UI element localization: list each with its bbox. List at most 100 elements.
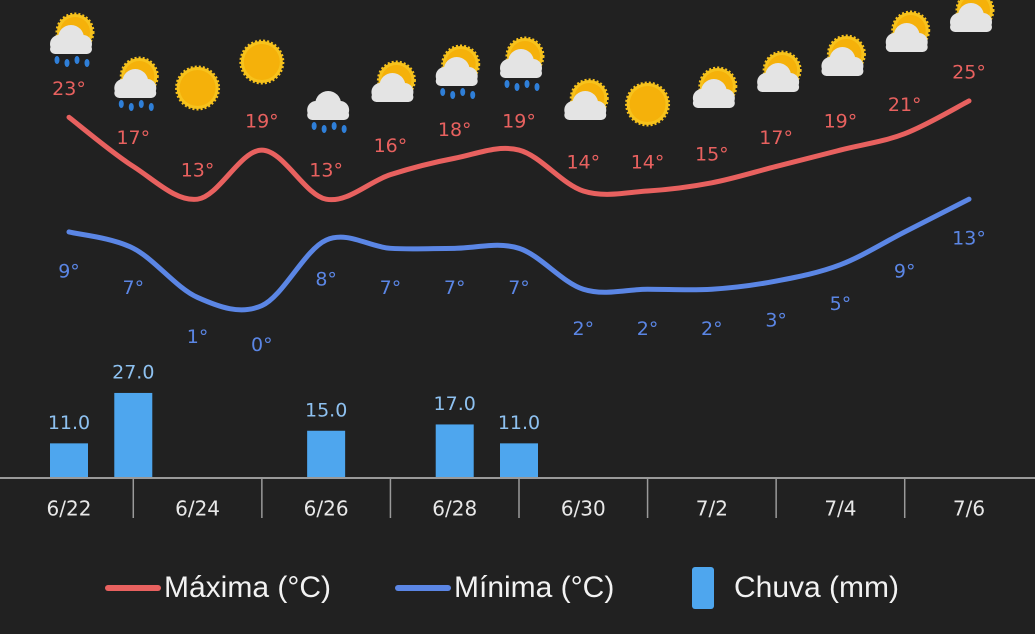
rain-drop xyxy=(440,88,446,96)
weather-icon xyxy=(821,34,866,76)
rain-drop xyxy=(331,122,337,130)
temperature-label: 23° xyxy=(52,78,86,100)
rain-drop xyxy=(341,125,347,133)
weather-icon xyxy=(175,65,221,111)
cloud-part xyxy=(885,42,928,52)
rain-drop xyxy=(534,83,540,91)
rain-drop xyxy=(460,88,466,96)
sun xyxy=(179,70,216,106)
temperature-label: 19° xyxy=(824,111,858,133)
x-tick-label: 7/6 xyxy=(953,497,985,521)
temperature-label: 7° xyxy=(122,277,144,299)
weather-icon xyxy=(50,12,95,67)
rain-label: 11.0 xyxy=(48,412,90,434)
cloud-part xyxy=(500,68,542,78)
rain-label: 17.0 xyxy=(434,393,476,415)
temperature-line xyxy=(66,98,972,203)
temperature-label: 9° xyxy=(58,260,80,282)
weather-icon xyxy=(757,50,802,92)
rain-drop xyxy=(514,83,520,91)
rain-drop xyxy=(450,91,456,99)
x-tick-label: 7/4 xyxy=(824,497,856,521)
x-tick-label: 7/2 xyxy=(696,497,728,521)
temperature-label: 18° xyxy=(438,119,472,141)
rain-drop xyxy=(74,56,80,64)
temperature-label: 2° xyxy=(637,318,659,340)
rain-drop xyxy=(54,56,60,64)
rain-drop xyxy=(504,80,510,88)
temperature-label: 3° xyxy=(765,310,787,332)
temperature-label: 7° xyxy=(380,277,402,299)
x-tick-label: 6/28 xyxy=(432,497,477,521)
weather-icon xyxy=(564,78,609,120)
temperature-label: 2° xyxy=(572,318,594,340)
x-tick-label: 6/24 xyxy=(175,497,220,521)
weather-icon xyxy=(307,91,350,133)
weather-icon xyxy=(239,39,285,85)
temperature-label: 9° xyxy=(894,260,916,282)
rain-bar xyxy=(307,430,346,478)
x-tick-label: 6/30 xyxy=(561,497,606,521)
temperature-label: 13° xyxy=(181,160,215,182)
temperature-label: 13° xyxy=(309,160,343,182)
weather-icon xyxy=(435,44,481,99)
temperature-line xyxy=(66,196,972,313)
rain-label: 27.0 xyxy=(112,361,154,383)
cloud-part xyxy=(435,76,478,86)
cloud-part xyxy=(307,110,350,120)
temperature-label: 19° xyxy=(502,111,536,133)
rain-drop xyxy=(311,122,317,130)
temperature-label: 0° xyxy=(251,334,273,356)
temperature-label: 13° xyxy=(952,228,986,250)
legend-label: Mínima (°C) xyxy=(454,571,614,604)
x-tick-label: 6/26 xyxy=(304,497,349,521)
rain-bar xyxy=(114,392,153,478)
temperature-label: 8° xyxy=(315,269,337,291)
rain-label: 11.0 xyxy=(498,412,540,434)
weather-icon xyxy=(371,60,416,102)
temperature-label: 19° xyxy=(245,111,279,133)
rain-drop xyxy=(128,103,134,111)
weather-icon xyxy=(885,10,931,52)
temperature-label: 1° xyxy=(187,326,209,348)
temperature-label: 17° xyxy=(116,127,150,149)
rain-drop xyxy=(524,80,530,88)
rain-bar xyxy=(500,443,538,478)
temperature-label: 17° xyxy=(759,127,793,149)
temperature-label: 15° xyxy=(695,143,729,165)
rain-drop xyxy=(118,100,124,108)
legend-swatch xyxy=(692,567,714,609)
temperature-label: 16° xyxy=(374,135,408,157)
sun xyxy=(243,44,280,80)
cloud-part xyxy=(114,88,157,98)
legend-label: Chuva (mm) xyxy=(734,571,899,604)
temperature-label: 2° xyxy=(701,318,723,340)
weather-icon xyxy=(950,0,995,32)
rain-bar xyxy=(50,443,88,478)
rain-drop xyxy=(84,59,90,67)
rain-drop xyxy=(64,59,70,67)
rain-drop xyxy=(321,125,327,133)
cloud-part xyxy=(371,92,414,102)
cloud-part xyxy=(950,22,992,32)
cloud-part xyxy=(821,66,864,76)
weather-icon xyxy=(692,66,738,108)
legend-label: Máxima (°C) xyxy=(164,571,331,604)
rain-drop xyxy=(138,100,144,108)
weather-icon xyxy=(500,36,545,91)
weather-icon xyxy=(114,56,159,111)
rain-drop xyxy=(148,103,154,111)
x-tick-label: 6/22 xyxy=(47,497,92,521)
temperature-label: 7° xyxy=(508,277,530,299)
cloud-part xyxy=(564,110,607,120)
cloud-part xyxy=(692,98,735,108)
temperature-label: 5° xyxy=(830,293,852,315)
cloud-part xyxy=(50,44,92,54)
temperature-label: 14° xyxy=(631,152,665,174)
rain-label: 15.0 xyxy=(305,399,347,421)
sun xyxy=(629,86,666,122)
temperature-label: 21° xyxy=(888,94,922,116)
weather-icon xyxy=(625,81,671,127)
